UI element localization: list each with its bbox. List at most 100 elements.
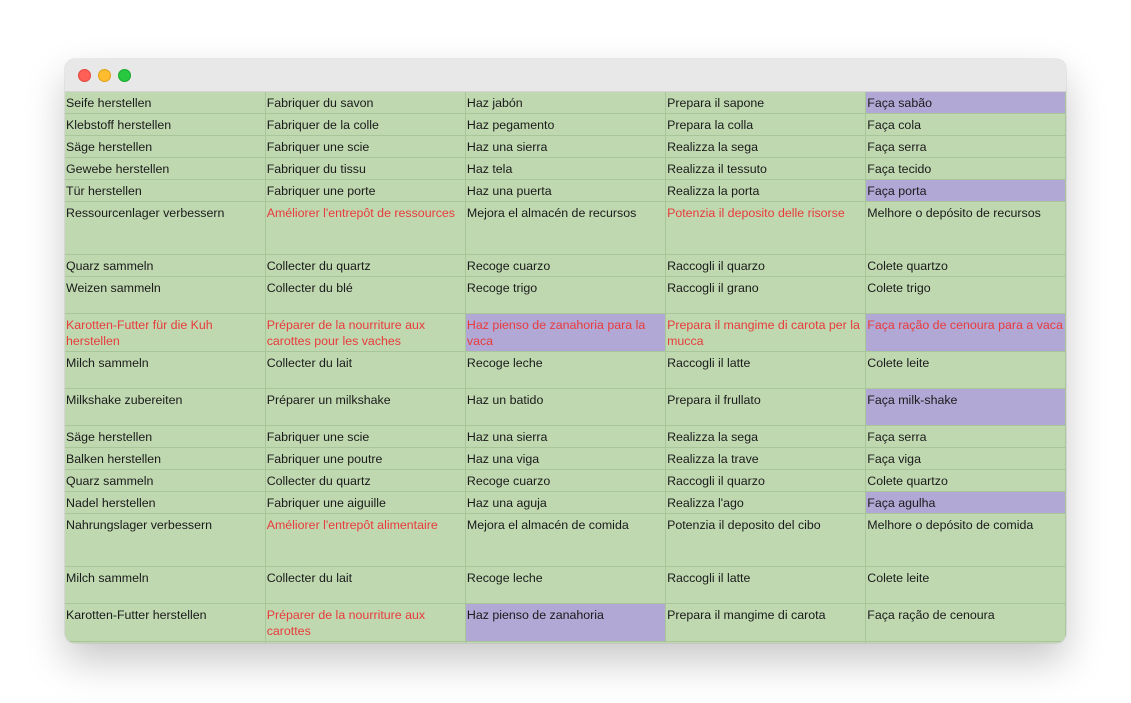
cell-es[interactable]: Haz tela [464, 157, 667, 180]
cell-it[interactable]: Realizza il tessuto [665, 157, 867, 180]
cell-de[interactable]: Taco zubereiten [65, 641, 266, 643]
cell-pt[interactable]: Faça porta [865, 179, 1066, 202]
cell-fr[interactable]: Fabriquer une scie [264, 135, 466, 158]
cell-fr[interactable]: Fabriquer une aiguille [264, 491, 466, 514]
cell-it[interactable]: Prepara il sapone [665, 92, 867, 114]
cell-pt[interactable]: Faça viga [865, 447, 1066, 470]
close-button[interactable] [78, 69, 91, 82]
cell-it[interactable]: Raccogli il quarzo [665, 254, 867, 277]
cell-it[interactable]: Raccogli il quarzo [665, 469, 867, 492]
cell-pt[interactable]: Colete leite [865, 566, 1066, 604]
cell-es[interactable]: Haz jabón [464, 92, 667, 114]
cell-it[interactable]: Prepara il mangime di carota per la mucc… [665, 313, 867, 352]
cell-de[interactable]: Klebstoff herstellen [65, 113, 266, 136]
cell-it[interactable]: Potenzia il deposito del cibo [665, 513, 867, 567]
cell-es[interactable]: Recoge trigo [464, 276, 667, 314]
cell-de[interactable]: Karotten-Futter für die Kuh herstellen [65, 313, 266, 352]
cell-pt[interactable]: Colete quartzo [865, 469, 1066, 492]
cell-fr[interactable]: Fabriquer du savon [264, 92, 466, 114]
cell-fr[interactable]: Collecter du lait [264, 566, 466, 604]
cell-de[interactable]: Nahrungslager verbessern [65, 513, 266, 567]
cell-it[interactable]: Raccogli il grano [665, 276, 867, 314]
table-row: Weizen sammeln Collecter du blé Recoge tri… [65, 276, 1066, 314]
cell-de[interactable]: Quarz sammeln [65, 469, 266, 492]
cell-it[interactable]: Potenzia il deposito delle risorse [665, 201, 867, 255]
cell-es[interactable]: Haz una aguja [464, 491, 667, 514]
cell-de[interactable]: Säge herstellen [65, 135, 266, 158]
cell-it[interactable]: Prepara il frullato [665, 388, 867, 426]
cell-fr[interactable]: Améliorer l'entrepôt alimentaire [264, 513, 466, 567]
cell-es[interactable]: Recoge leche [464, 351, 667, 389]
cell-fr[interactable]: Préparer un taco [264, 641, 466, 643]
minimize-button[interactable] [98, 69, 111, 82]
cell-de[interactable]: Seife herstellen [65, 92, 266, 114]
cell-fr[interactable]: Fabriquer de la colle [264, 113, 466, 136]
cell-de[interactable]: Milch sammeln [65, 351, 266, 389]
cell-es[interactable]: Recoge cuarzo [464, 469, 667, 492]
cell-de[interactable]: Nadel herstellen [65, 491, 266, 514]
cell-pt[interactable]: Colete quartzo [865, 254, 1066, 277]
cell-fr[interactable]: Améliorer l'entrepôt de ressources [264, 201, 466, 255]
cell-de[interactable]: Ressourcenlager verbessern [65, 201, 266, 255]
cell-it[interactable]: Realizza la sega [665, 135, 867, 158]
cell-fr[interactable]: Préparer de la nourriture aux carottes [264, 603, 466, 642]
cell-de[interactable]: Milkshake zubereiten [65, 388, 266, 426]
zoom-button[interactable] [118, 69, 131, 82]
cell-pt[interactable]: Faça ração de cenoura para a vaca [865, 313, 1066, 352]
cell-it[interactable]: Realizza la porta [665, 179, 867, 202]
cell-es[interactable]: Haz un taco [464, 641, 667, 643]
cell-it[interactable]: Realizza la sega [665, 425, 867, 448]
cell-es[interactable]: Haz una sierra [464, 135, 667, 158]
cell-es[interactable]: Haz pienso de zanahoria [464, 603, 667, 642]
cell-de[interactable]: Säge herstellen [65, 425, 266, 448]
cell-fr[interactable]: Collecter du blé [264, 276, 466, 314]
cell-pt[interactable]: Faça serra [865, 135, 1066, 158]
cell-fr[interactable]: Collecter du quartz [264, 254, 466, 277]
cell-fr[interactable]: Fabriquer une scie [264, 425, 466, 448]
cell-pt[interactable]: Faça cola [865, 113, 1066, 136]
cell-fr[interactable]: Collecter du lait [264, 351, 466, 389]
cell-it[interactable]: Realizza la trave [665, 447, 867, 470]
cell-fr[interactable]: Fabriquer du tissu [264, 157, 466, 180]
cell-es[interactable]: Recoge cuarzo [464, 254, 667, 277]
cell-es[interactable]: Mejora el almacén de comida [464, 513, 667, 567]
cell-fr[interactable]: Préparer un milkshake [264, 388, 466, 426]
cell-de[interactable]: Quarz sammeln [65, 254, 266, 277]
cell-de[interactable]: Gewebe herstellen [65, 157, 266, 180]
cell-es[interactable]: Mejora el almacén de recursos [464, 201, 667, 255]
cell-pt[interactable]: Faça tecido [865, 157, 1066, 180]
cell-pt[interactable]: Melhore o depósito de recursos [865, 201, 1066, 255]
cell-pt[interactable]: Colete leite [865, 351, 1066, 389]
cell-de[interactable]: Tür herstellen [65, 179, 266, 202]
cell-de[interactable]: Weizen sammeln [65, 276, 266, 314]
cell-pt[interactable]: Faça taco [865, 641, 1066, 643]
cell-fr[interactable]: Fabriquer une porte [264, 179, 466, 202]
cell-es[interactable]: Haz un batido [464, 388, 667, 426]
cell-pt[interactable]: Faça agulha [865, 491, 1066, 514]
cell-de[interactable]: Karotten-Futter herstellen [65, 603, 266, 642]
cell-fr[interactable]: Collecter du quartz [264, 469, 466, 492]
cell-es[interactable]: Haz pegamento [464, 113, 667, 136]
cell-es[interactable]: Haz una puerta [464, 179, 667, 202]
cell-it[interactable]: Prepara il taco [665, 641, 867, 643]
cell-fr[interactable]: Fabriquer une poutre [264, 447, 466, 470]
cell-it[interactable]: Realizza l'ago [665, 491, 867, 514]
cell-it[interactable]: Prepara la colla [665, 113, 867, 136]
cell-pt[interactable]: Faça sabão [865, 92, 1066, 114]
cell-de[interactable]: Milch sammeln [65, 566, 266, 604]
cell-it[interactable]: Prepara il mangime di carota [665, 603, 867, 642]
cell-pt[interactable]: Faça serra [865, 425, 1066, 448]
cell-pt[interactable]: Faça ração de cenoura [865, 603, 1066, 642]
cell-it[interactable]: Raccogli il latte [665, 566, 867, 604]
cell-de[interactable]: Balken herstellen [65, 447, 266, 470]
cell-es[interactable]: Haz una viga [464, 447, 667, 470]
cell-pt[interactable]: Faça milk-shake [865, 388, 1066, 426]
cell-fr[interactable]: Préparer de la nourriture aux carottes p… [264, 313, 466, 352]
cell-es[interactable]: Haz pienso de zanahoria para la vaca [464, 313, 667, 352]
cell-pt[interactable]: Melhore o depósito de comida [865, 513, 1066, 567]
cell-pt[interactable]: Colete trigo [865, 276, 1066, 314]
cell-es[interactable]: Haz una sierra [464, 425, 667, 448]
cell-es[interactable]: Recoge leche [464, 566, 667, 604]
cell-it[interactable]: Raccogli il latte [665, 351, 867, 389]
